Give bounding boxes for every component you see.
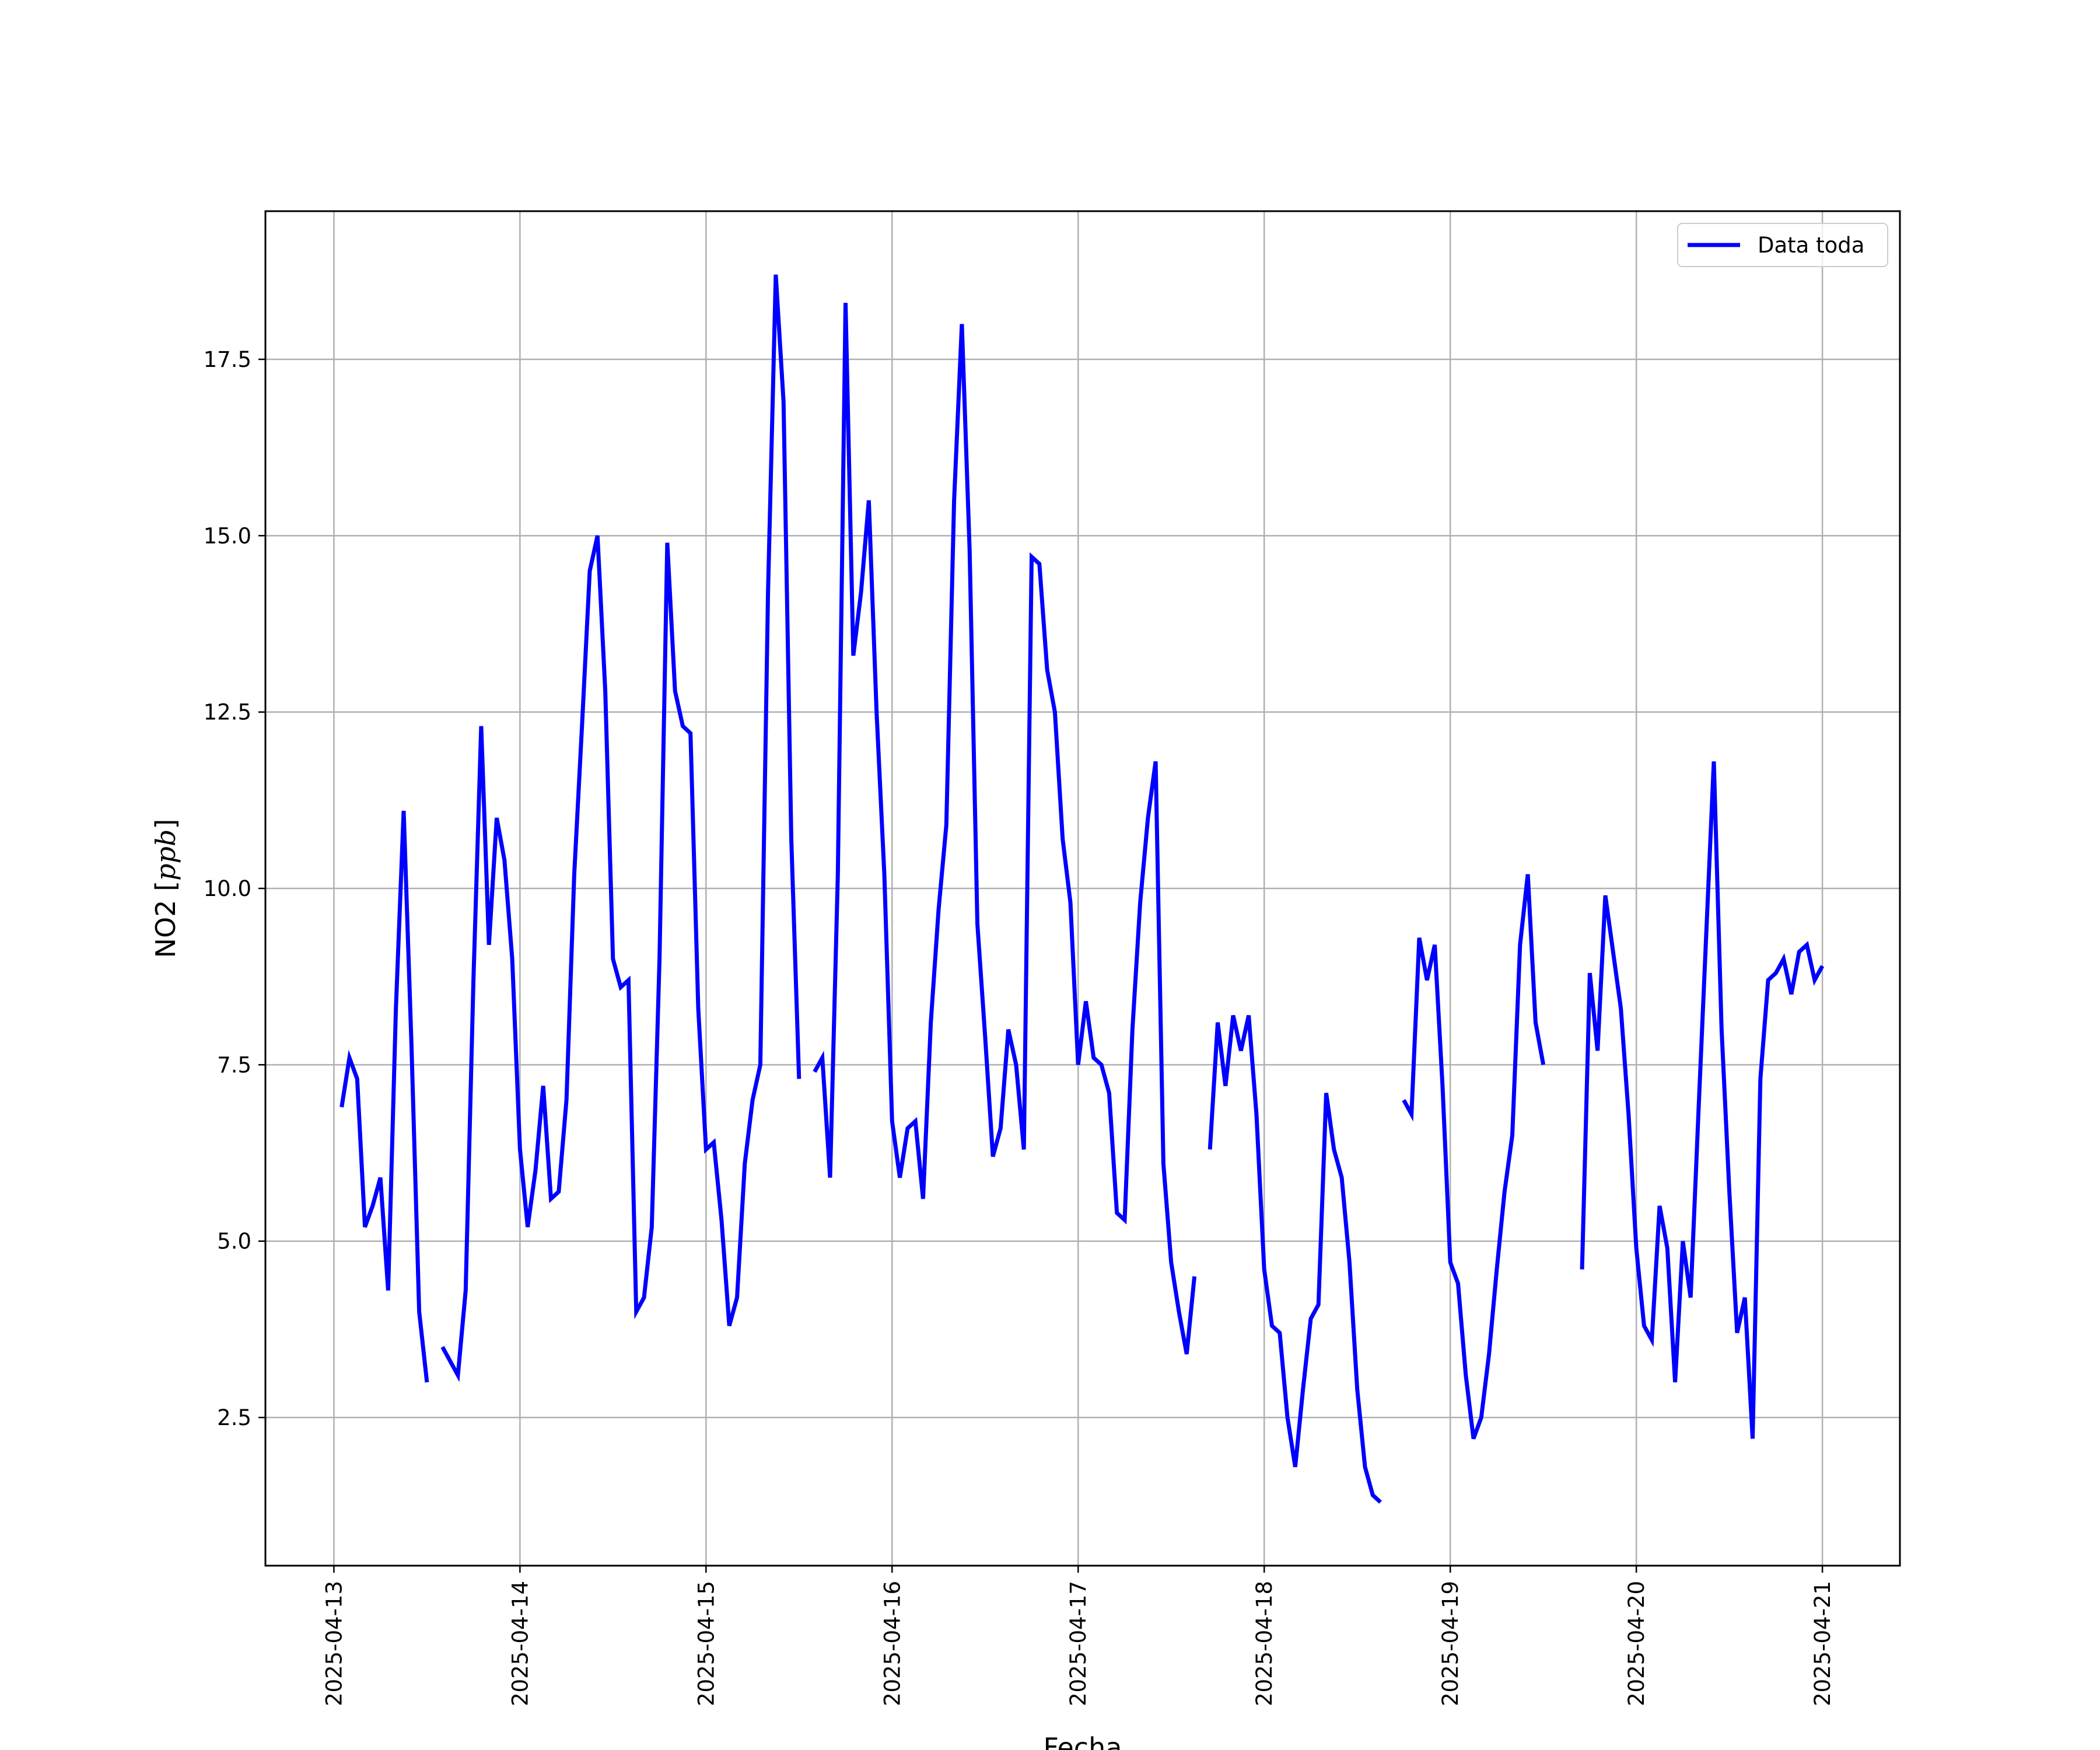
x-tick-label: 2025-04-20 (1624, 1581, 1649, 1706)
legend-box (1677, 223, 1888, 267)
y-tick-label: 2.5 (217, 1405, 251, 1430)
y-tick-label: 15.0 (204, 523, 251, 548)
series-line-segment (1208, 1014, 1382, 1504)
y-tick-label: 10.0 (204, 876, 251, 901)
y-tick-label: 7.5 (217, 1052, 251, 1077)
tick-labels: 2025-04-13 2025-04-14 2025-04-15 2025-04-16… (204, 347, 1835, 1706)
series-line-segment (440, 274, 802, 1382)
legend: Data toda (1677, 223, 1888, 267)
series-line-segment (340, 810, 429, 1382)
y-tick-label: 17.5 (204, 347, 251, 372)
x-tick-label: 2025-04-14 (508, 1581, 533, 1706)
y-tick-label: 12.5 (204, 700, 251, 725)
data-series-layer (340, 274, 1825, 1504)
x-tick-label: 2025-04-21 (1810, 1581, 1835, 1706)
legend-label: Data toda (1758, 233, 1864, 258)
y-axis-label: NO2 [ppb] (150, 819, 181, 958)
series-line-segment (813, 303, 1197, 1354)
series-line-segment (1402, 874, 1546, 1440)
grid-lines (265, 211, 1900, 1566)
series-line-segment (1580, 761, 1825, 1439)
x-tick-label: 2025-04-19 (1438, 1581, 1463, 1706)
x-tick-label: 2025-04-15 (694, 1581, 719, 1706)
x-tick-label: 2025-04-17 (1066, 1581, 1091, 1706)
x-tick-label: 2025-04-18 (1252, 1581, 1277, 1706)
x-axis-label: Fecha (1044, 1732, 1122, 1750)
axis-ticks (258, 358, 1824, 1573)
x-tick-label: 2025-04-13 (321, 1581, 346, 1706)
y-axis-label-unit: ppb (150, 830, 181, 881)
y-axis-label-close-bracket: ] (150, 819, 181, 830)
x-tick-label: 2025-04-16 (880, 1581, 905, 1706)
y-tick-label: 5.0 (217, 1229, 251, 1254)
y-axis-label-open-bracket: [ (150, 881, 181, 900)
y-axis-label-main: NO2 (150, 900, 181, 958)
